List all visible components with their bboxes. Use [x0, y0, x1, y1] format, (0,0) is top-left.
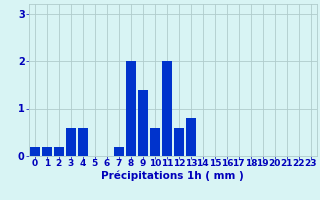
Bar: [126, 61, 136, 156]
Bar: [66, 128, 76, 156]
Bar: [150, 128, 160, 156]
Bar: [30, 146, 40, 156]
Bar: [186, 118, 196, 156]
Bar: [54, 146, 64, 156]
Bar: [162, 61, 172, 156]
Bar: [42, 146, 52, 156]
X-axis label: Précipitations 1h ( mm ): Précipitations 1h ( mm ): [101, 171, 244, 181]
Bar: [78, 128, 88, 156]
Bar: [174, 128, 184, 156]
Bar: [114, 146, 124, 156]
Bar: [138, 90, 148, 156]
